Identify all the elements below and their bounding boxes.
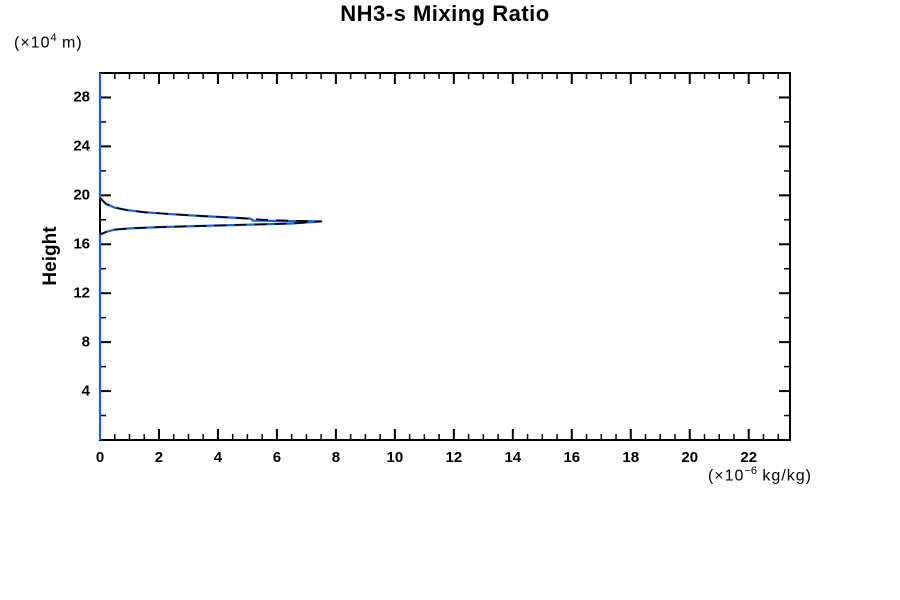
x-tick-label: 14 bbox=[504, 449, 522, 466]
x-tick-label: 22 bbox=[740, 449, 758, 466]
y-tick-label: 8 bbox=[81, 333, 90, 351]
y-tick-label: 20 bbox=[73, 186, 90, 204]
plot-frame bbox=[99, 72, 791, 441]
x-unit-exponent: −6 bbox=[744, 465, 757, 477]
x-tick-label: 16 bbox=[563, 449, 581, 466]
x-tick-label: 0 bbox=[95, 449, 105, 466]
chart-title: NH3-s Mixing Ratio bbox=[340, 1, 550, 26]
profile-line-solid bbox=[98, 73, 323, 440]
y-tick-label: 16 bbox=[73, 235, 90, 253]
y-tick-label: 24 bbox=[73, 137, 90, 155]
y-tick-label: 4 bbox=[81, 382, 90, 400]
y-unit-exponent: 4 bbox=[50, 32, 57, 44]
y-axis-unit-label: (×104 m) bbox=[14, 32, 83, 52]
x-tick-label: 6 bbox=[272, 449, 282, 466]
x-tick-label: 4 bbox=[213, 449, 223, 466]
profile-line-dashed bbox=[99, 197, 323, 236]
x-tick-label: 20 bbox=[681, 449, 699, 466]
y-tick-label: 28 bbox=[73, 88, 90, 106]
x-tick-label: 10 bbox=[386, 449, 404, 466]
y-tick-label: 12 bbox=[73, 284, 90, 302]
x-axis-unit-label: (×10−6 kg/kg) bbox=[707, 465, 812, 485]
x-tick-label: 8 bbox=[331, 449, 341, 466]
x-tick-label: 12 bbox=[445, 449, 463, 466]
x-tick-label: 2 bbox=[154, 449, 164, 466]
x-tick-label: 18 bbox=[622, 449, 640, 466]
